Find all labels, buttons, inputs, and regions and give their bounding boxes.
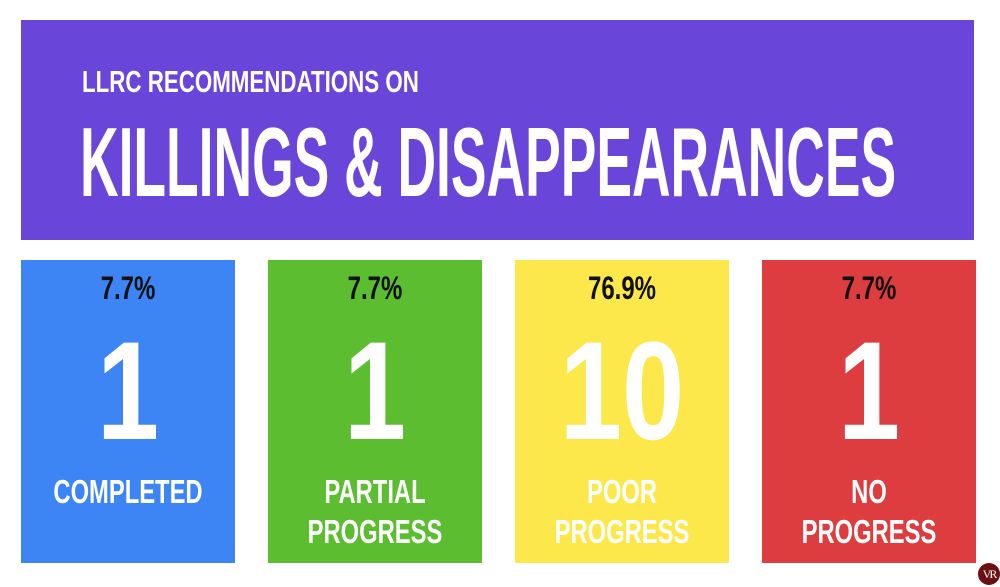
header-banner: LLRC RECOMMENDATIONS ON KILLINGS & DISAP… xyxy=(21,20,974,240)
vr-logo: VR xyxy=(978,563,1000,585)
count-value: 1 xyxy=(837,312,901,469)
stat-card-partial-progress: 7.7% 1 PARTIAL PROGRESS xyxy=(268,260,482,563)
category-label: COMPLETED xyxy=(53,473,203,510)
category-label: PARTIAL PROGRESS xyxy=(307,473,443,550)
category-label: NO PROGRESS xyxy=(801,473,937,550)
stat-card-no-progress: 7.7% 1 NO PROGRESS xyxy=(762,260,976,563)
category-label: POOR PROGRESS xyxy=(554,473,690,550)
percentage-label: 76.9% xyxy=(587,270,657,306)
percentage-label: 7.7% xyxy=(841,270,897,306)
stat-card-completed: 7.7% 1 COMPLETED xyxy=(21,260,235,563)
stat-card-poor-progress: 76.9% 10 POOR PROGRESS xyxy=(515,260,729,563)
percentage-label: 7.7% xyxy=(347,270,403,306)
percentage-label: 7.7% xyxy=(100,270,156,306)
count-value: 10 xyxy=(559,312,685,469)
count-value: 1 xyxy=(96,312,160,469)
page-title: KILLINGS & DISAPPEARANCES xyxy=(80,107,897,217)
count-value: 1 xyxy=(343,312,407,469)
subtitle: LLRC RECOMMENDATIONS ON xyxy=(82,64,419,99)
